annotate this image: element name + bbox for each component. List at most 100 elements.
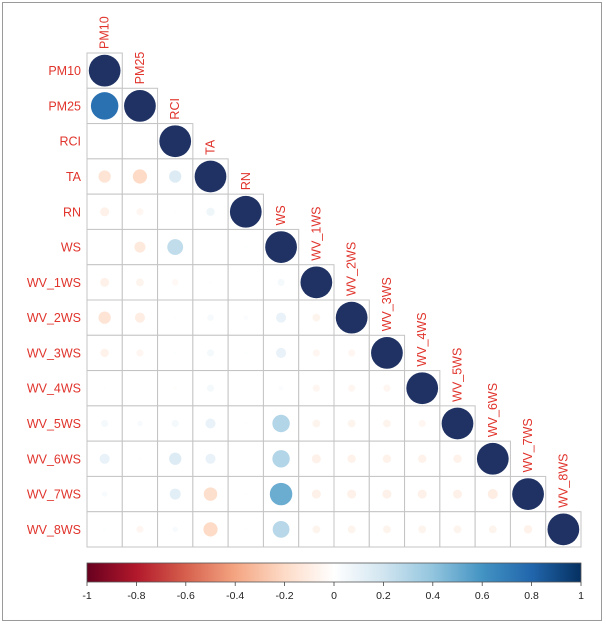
correlation-circle: [159, 125, 192, 158]
correlation-circle: [487, 489, 498, 500]
correlation-circle: [243, 315, 249, 320]
correlation-circle: [382, 489, 392, 499]
colorbar-tick-label: 0.8: [524, 590, 539, 602]
correlation-circle: [206, 349, 215, 357]
correlation-circle: [312, 313, 321, 322]
correlation-circle: [203, 522, 218, 537]
correlation-circle: [134, 241, 146, 253]
correlation-circle: [203, 487, 218, 501]
correlation-circle: [194, 160, 227, 193]
correlation-circle: [173, 316, 177, 320]
correlation-circle: [277, 278, 285, 286]
column-label: WV_8WS: [556, 454, 570, 508]
correlation-circle: [132, 169, 148, 184]
correlation-circle: [371, 337, 403, 369]
correlation-circle: [441, 407, 474, 440]
column-label: WV_2WS: [345, 242, 359, 296]
colorbar-tick-label: -0.6: [177, 590, 195, 602]
correlation-circle: [103, 386, 107, 390]
column-label: PM25: [133, 52, 147, 85]
correlation-circle: [347, 419, 356, 428]
correlation-circle: [300, 266, 333, 299]
colorbar-tick-label: -0.8: [127, 590, 145, 602]
correlation-circle: [101, 419, 109, 428]
grid-cell: [333, 370, 370, 407]
correlation-circle: [100, 348, 109, 358]
correlation-circle: [100, 207, 110, 217]
correlation-circle: [103, 527, 107, 531]
grid-cell: [86, 123, 123, 160]
correlation-circle: [418, 454, 427, 463]
row-label: WV_4WS: [27, 382, 81, 396]
correlation-circle: [244, 245, 248, 249]
row-label: WV_2WS: [27, 311, 81, 325]
correlation-circle: [229, 195, 262, 228]
correlation-circle: [205, 453, 216, 464]
correlation-circle: [173, 210, 177, 214]
correlation-circle: [347, 525, 356, 534]
row-label: WV_3WS: [27, 346, 81, 360]
column-label: TA: [204, 139, 218, 155]
correlation-circle: [383, 384, 391, 392]
grid-cell: [86, 228, 123, 266]
column-label: WV_5WS: [451, 348, 465, 402]
correlation-circle: [244, 527, 248, 531]
correlation-circle: [418, 525, 427, 534]
colorbar-tick-label: 1: [578, 590, 584, 602]
correlation-circle: [136, 208, 144, 216]
correlation-circle: [272, 450, 290, 468]
correlation-circle: [206, 207, 215, 216]
correlation-circle: [312, 525, 321, 534]
correlation-circle: [406, 372, 439, 405]
correlation-circle: [98, 170, 111, 183]
correlation-circle: [453, 489, 462, 499]
grid-cell: [227, 264, 264, 301]
correlation-circle: [206, 384, 215, 392]
correlation-circle: [205, 418, 216, 429]
correlation-circle: [272, 520, 290, 538]
correlation-circle: [173, 386, 177, 390]
correlation-circle: [348, 349, 356, 357]
correlation-circle: [547, 513, 580, 546]
correlation-circle: [90, 92, 119, 120]
row-label: PM25: [48, 99, 81, 113]
grid-cell: [192, 334, 229, 372]
correlation-circle: [169, 488, 181, 500]
correlation-circle: [169, 452, 182, 465]
colorbar-tick-label: -1: [82, 590, 91, 602]
column-label: PM10: [98, 16, 112, 49]
colorbar-tick-label: -0.2: [276, 590, 294, 602]
correlation-circle: [417, 489, 427, 499]
row-label: TA: [66, 170, 82, 184]
correlation-circle: [171, 419, 179, 428]
correlation-circle: [124, 90, 156, 122]
grid-cell: [121, 370, 159, 407]
correlation-circle: [523, 525, 533, 534]
row-label: WV_6WS: [27, 452, 81, 466]
correlation-circle: [207, 314, 214, 321]
correlation-circle: [347, 454, 356, 463]
column-label: RCI: [168, 98, 182, 120]
correlation-circle: [278, 385, 284, 391]
correlation-circle: [312, 384, 320, 392]
row-label: PM10: [48, 64, 81, 78]
colorbar: [86, 562, 582, 583]
correlation-circle: [169, 170, 182, 183]
correlation-circle: [244, 351, 248, 355]
correlation-circle: [383, 419, 391, 428]
correlation-circle: [244, 492, 248, 496]
grid-cell: [157, 299, 194, 336]
correlation-circle: [172, 279, 179, 286]
correlation-circle: [335, 301, 368, 334]
correlation-circle: [265, 231, 297, 263]
row-label: WV_5WS: [27, 417, 81, 431]
grid-cell: [474, 511, 511, 548]
colorbar-tick-label: -0.4: [226, 590, 244, 602]
column-label: WV_1WS: [309, 207, 323, 261]
grid-cell: [368, 405, 406, 442]
row-label: RN: [63, 205, 81, 219]
correlation-circle: [476, 442, 509, 475]
correlation-circle: [98, 311, 111, 324]
correlation-circle: [276, 347, 287, 358]
